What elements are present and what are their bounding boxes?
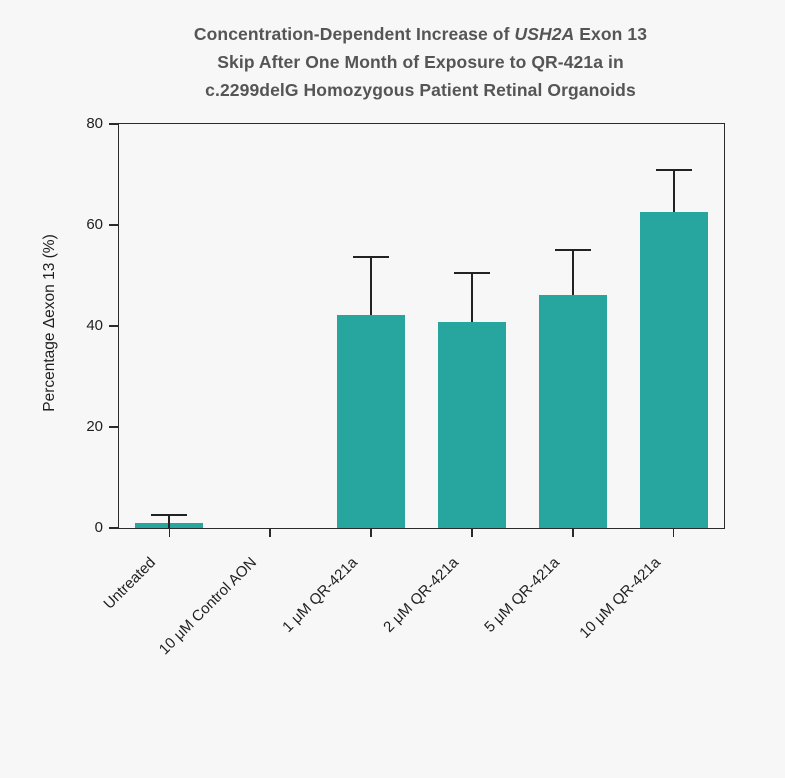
- y-tick: [109, 527, 119, 529]
- chart-title: Concentration-Dependent Increase of USH2…: [118, 20, 723, 104]
- y-tick-label: 80: [86, 114, 103, 132]
- bar: [337, 314, 406, 528]
- y-tick-label: 0: [94, 518, 103, 536]
- error-bar-line: [571, 250, 574, 295]
- x-tick-label: 5 μM QR-421a: [480, 554, 563, 636]
- error-bar-line: [370, 257, 373, 315]
- bar: [437, 322, 506, 528]
- plot-area: 0 20 40 60 80 Untreated 10 μM Control AON 1 μM …: [86, 115, 725, 658]
- bar: [538, 294, 607, 528]
- x-tick-label: 2 μM QR-421a: [380, 554, 462, 636]
- x-tick: [370, 528, 372, 537]
- y-tick: [109, 426, 119, 428]
- error-bar-line: [168, 514, 171, 528]
- y-tick: [109, 123, 119, 125]
- error-bar-cap: [151, 513, 188, 516]
- x-tick: [471, 528, 473, 537]
- x-tick-label: 10 μM QR-421a: [575, 554, 664, 642]
- bar: [639, 212, 708, 528]
- y-tick-label: 20: [86, 417, 103, 435]
- chart-title-text: Concentration-Dependent Increase of: [193, 24, 515, 44]
- chart-title-line1: Concentration-Dependent Increase of USH2…: [118, 20, 723, 48]
- error-bar-cap: [353, 256, 390, 259]
- chart-title-line3: c.2299delG Homozygous Patient Retinal Or…: [205, 80, 636, 100]
- x-tick: [672, 528, 675, 537]
- x-tick-label: 10 μM Control AON: [156, 554, 261, 659]
- x-tick-label: 1 μM QR-421a: [279, 554, 362, 636]
- y-tick: [109, 224, 119, 226]
- x-tick: [269, 528, 272, 537]
- chart-title-text2: Exon 13: [574, 24, 648, 44]
- bar-chart-figure: Concentration-Dependent Increase of USH2…: [41, 20, 725, 658]
- x-tick: [168, 528, 171, 537]
- y-tick-label: 40: [86, 316, 103, 334]
- chart-title-line2: Skip After One Month of Exposure to QR-4…: [217, 52, 624, 72]
- y-tick: [109, 325, 119, 327]
- error-bar-cap: [554, 249, 591, 252]
- y-tick-label: 60: [86, 215, 103, 233]
- error-bar-line: [470, 272, 473, 323]
- error-bar-line: [672, 169, 675, 213]
- error-bar-cap: [453, 271, 490, 274]
- chart-title-gene-name: USH2A: [514, 24, 575, 44]
- x-tick: [571, 528, 574, 537]
- error-bar-cap: [655, 168, 692, 171]
